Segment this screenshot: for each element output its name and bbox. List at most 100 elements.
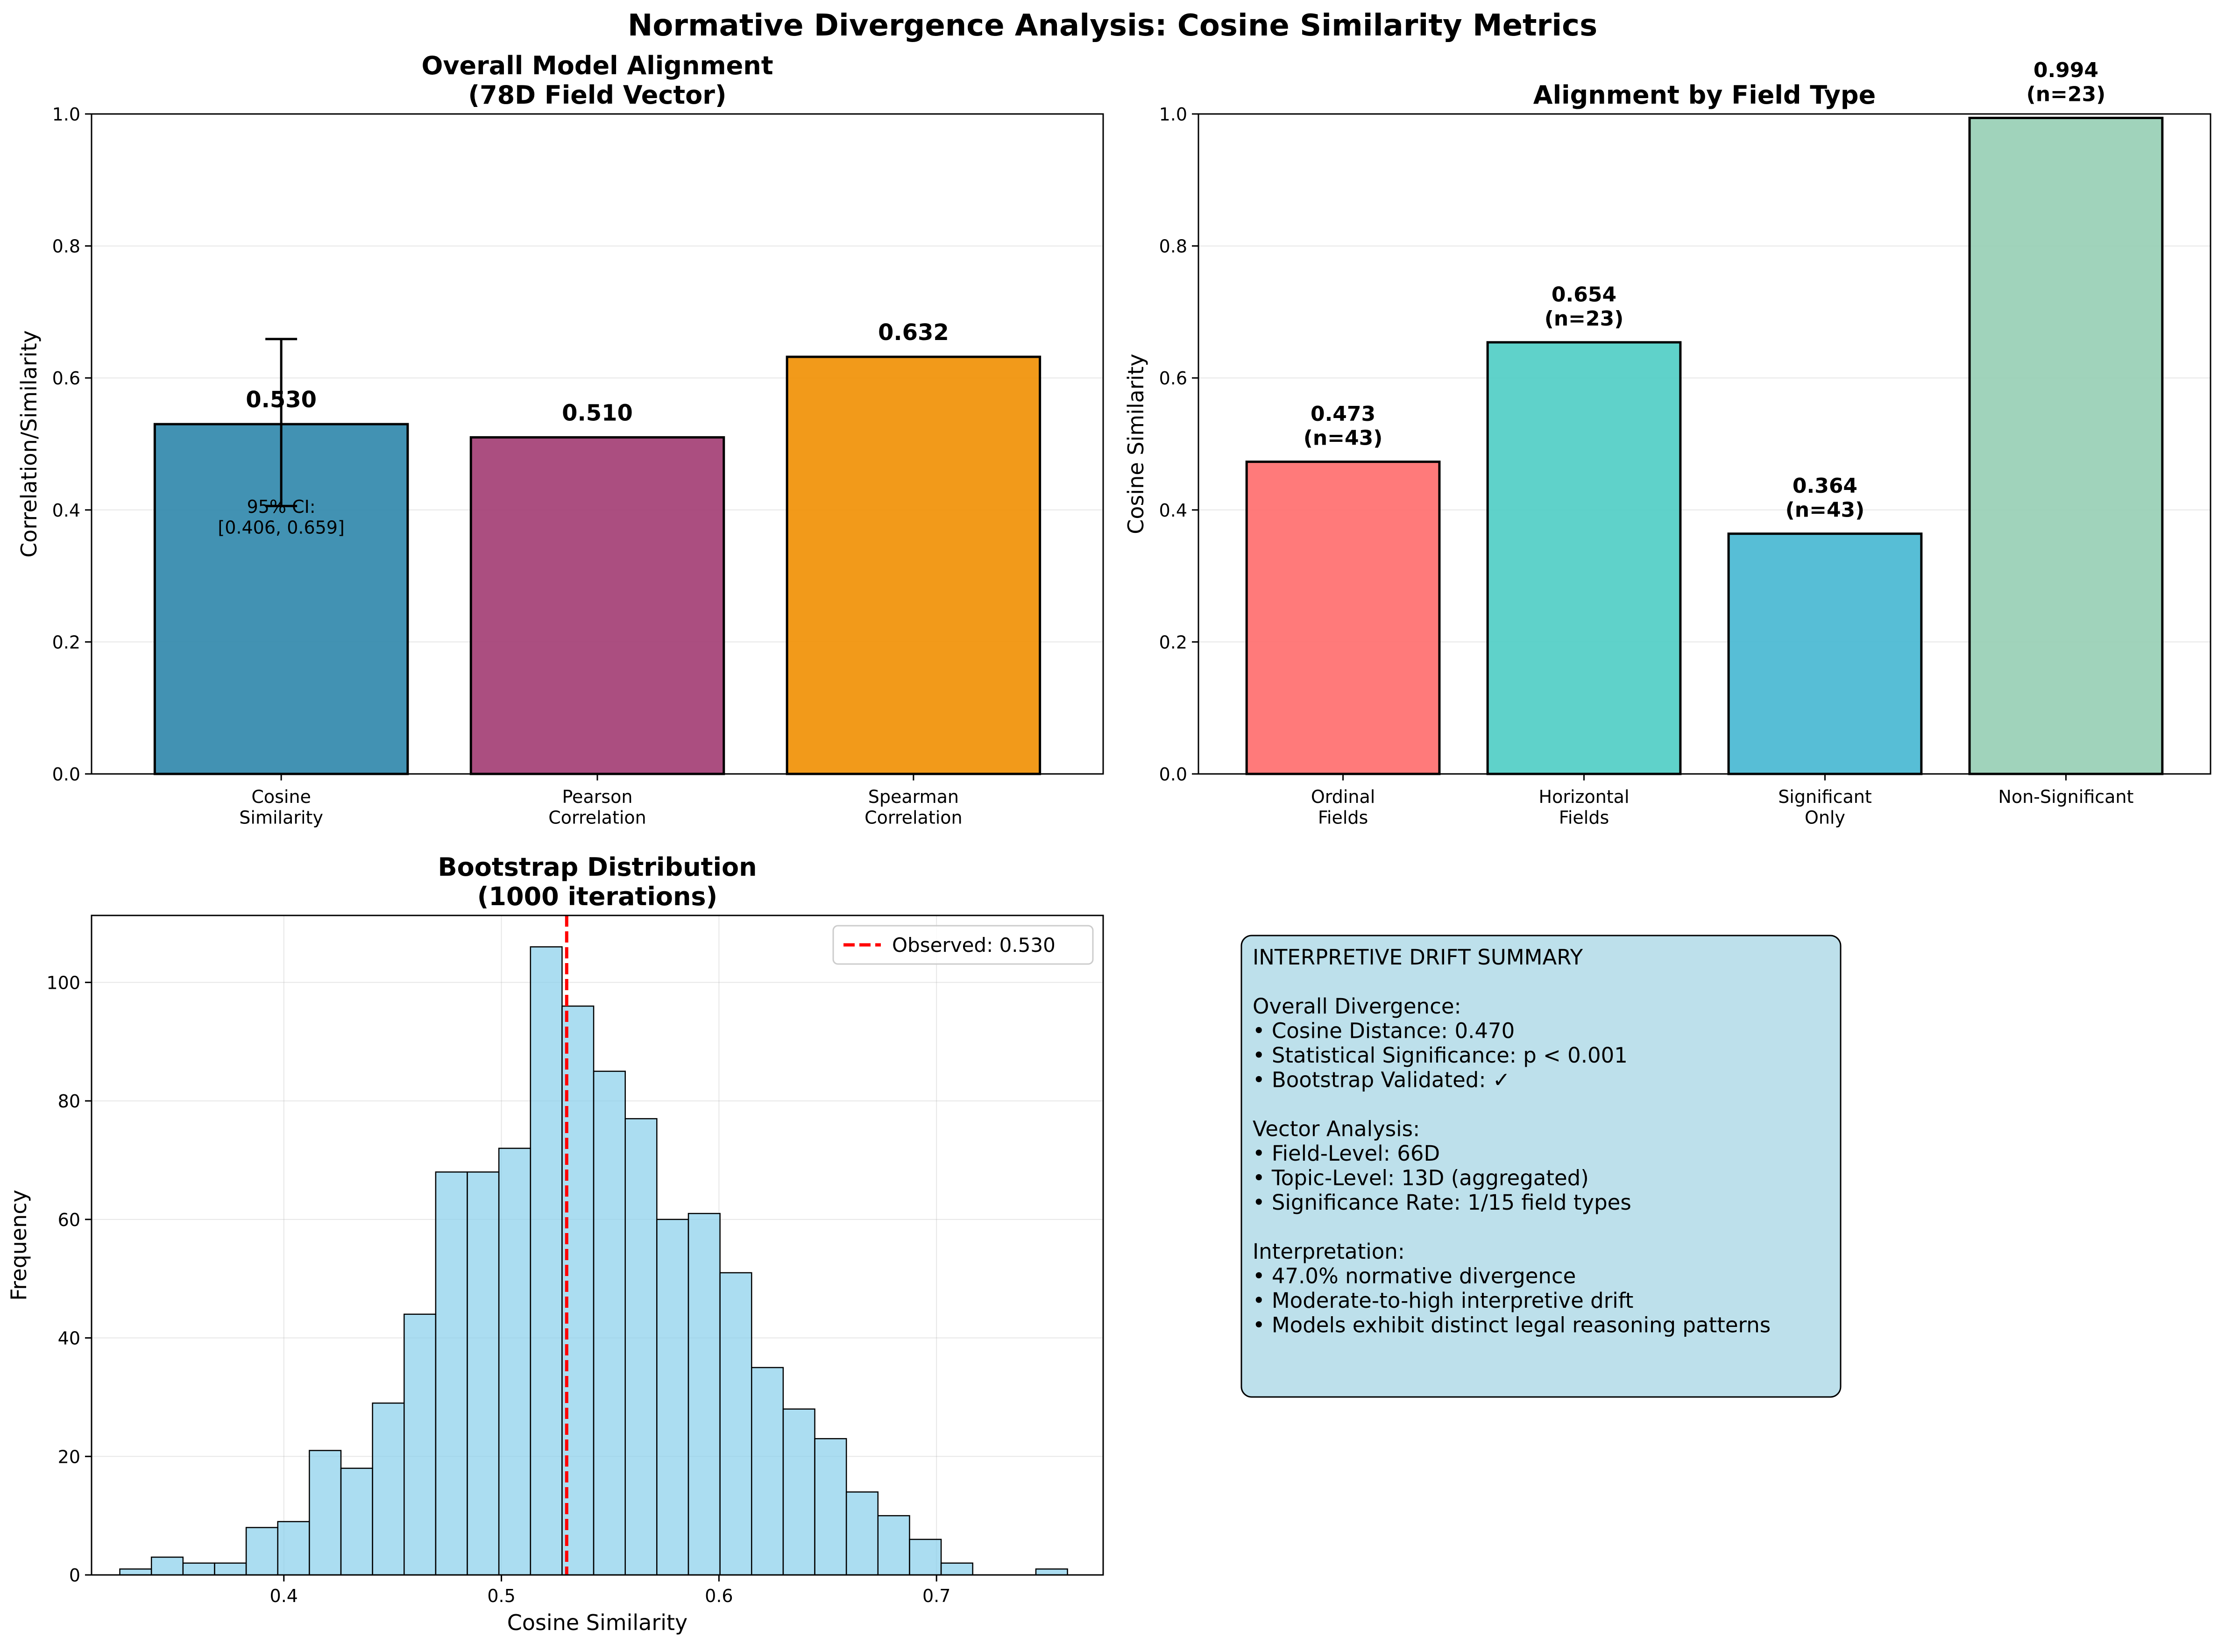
histogram-bin-8 [372, 1402, 405, 1576]
y-tick-label: 100 [46, 972, 80, 993]
bar-3 [1968, 116, 2164, 775]
y-tick-label: 0.2 [52, 632, 80, 652]
y-tick-label: 0.0 [52, 764, 80, 785]
summary-line: • Significance Rate: 1/15 field types [1253, 1190, 1631, 1215]
histogram-bin-18 [687, 1212, 721, 1576]
x-axis-label: Cosine Similarity [507, 1610, 688, 1635]
histogram-bin-25 [909, 1539, 942, 1576]
histogram-bin-7 [340, 1468, 373, 1576]
histogram-bin-17 [656, 1219, 689, 1576]
x-tick-label: Pearson Correlation [548, 787, 646, 828]
x-tick-label: Horizontal Fields [1539, 787, 1630, 828]
histogram-bin-15 [593, 1071, 626, 1576]
chart-bootstrap-distribution: 0 20 40 60 80 100 0.4 0.5 0.6 0.7 Cosine Similarit… [6, 852, 1104, 1635]
histogram-bin-19 [719, 1272, 752, 1576]
bar-value-label: 0.632 [878, 319, 949, 346]
y-tick-label: 0.4 [1159, 500, 1187, 521]
bar-value-label: 0.654 (n=23) [1545, 283, 1624, 330]
y-tick-label: 20 [58, 1446, 80, 1467]
y-axis-label: Correlation/Similarity [16, 330, 42, 558]
y-tick-label: 0.4 [52, 500, 80, 521]
summary-line: • 47.0% normative divergence [1253, 1264, 1576, 1289]
histogram-bin-9 [404, 1313, 437, 1576]
histogram-bin-0 [119, 1568, 152, 1576]
bar-value-label: 0.530 [246, 387, 317, 413]
interpretive-drift-summary: INTERPRETIVE DRIFT SUMMARY Overall Diverg… [1240, 935, 1842, 1398]
histogram-bin-10 [435, 1171, 468, 1576]
x-tick-label: 0.6 [705, 1586, 733, 1606]
histogram-bin-20 [751, 1367, 784, 1576]
y-tick-label: 0 [69, 1565, 80, 1586]
summary-line: • Cosine Distance: 0.470 [1253, 1019, 1515, 1043]
summary-line: Vector Analysis: [1253, 1117, 1420, 1142]
summary-line: • Bootstrap Validated: ✓ [1253, 1068, 1510, 1092]
summary-box [1240, 935, 1842, 1398]
x-tick-label: Cosine Similarity [239, 787, 323, 828]
x-tick-label: Significant Only [1778, 787, 1872, 828]
histogram-bin-3 [214, 1562, 247, 1576]
histogram-bin-5 [277, 1521, 310, 1576]
histogram-bin-29 [1035, 1568, 1068, 1576]
summary-line: Overall Divergence: [1253, 994, 1461, 1019]
histogram-bin-6 [309, 1450, 342, 1576]
y-tick-label: 0.0 [1159, 764, 1187, 785]
x-tick-label: Ordinal Fields [1311, 787, 1375, 828]
y-tick-label: 60 [58, 1210, 80, 1230]
axes-frame [1198, 113, 2211, 775]
histogram-bin-21 [782, 1408, 815, 1576]
x-tick-label: Spearman Correlation [864, 787, 963, 828]
chart-title: Alignment by Field Type [1533, 80, 1876, 110]
x-tick-label: 0.4 [270, 1586, 298, 1606]
figure-suptitle: Normative Divergence Analysis: Cosine Si… [628, 8, 1597, 43]
histogram-bin-24 [877, 1515, 910, 1576]
legend-label: Observed: 0.530 [892, 934, 1056, 957]
y-tick-label: 0.6 [1159, 368, 1187, 389]
bar-0 [1245, 461, 1441, 775]
histogram-bin-11 [467, 1171, 500, 1576]
y-tick-label: 80 [58, 1091, 80, 1112]
histogram-bin-23 [845, 1491, 879, 1576]
histogram-bin-16 [624, 1118, 658, 1576]
y-tick-label: 0.2 [1159, 632, 1187, 652]
bar-2 [786, 355, 1042, 775]
ci-annotation: 95% CI: [0.406, 0.659] [218, 496, 344, 538]
x-tick-label: Non-Significant [1998, 787, 2133, 807]
chart-title: Bootstrap Distribution (1000 iterations) [438, 852, 757, 911]
chart-title: Overall Model Alignment (78D Field Vector… [421, 51, 773, 110]
y-tick-label: 0.8 [52, 236, 80, 257]
summary-line: • Field-Level: 66D [1253, 1141, 1440, 1166]
bar-2 [1727, 532, 1923, 775]
y-tick-label: 1.0 [1159, 104, 1187, 125]
summary-line: INTERPRETIVE DRIFT SUMMARY [1253, 945, 1583, 970]
summary-line: • Models exhibit distinct legal reasonin… [1253, 1313, 1771, 1338]
summary-line: • Topic-Level: 13D (aggregated) [1253, 1166, 1589, 1191]
histogram-bin-1 [150, 1556, 184, 1576]
summary-line: • Statistical Significance: p < 0.001 [1253, 1043, 1628, 1068]
summary-line: Interpretation: [1253, 1239, 1405, 1264]
histogram-bin-12 [498, 1148, 531, 1576]
y-tick-label: 1.0 [52, 104, 80, 125]
y-axis-label: Cosine Similarity [1123, 354, 1148, 534]
summary-line: • Moderate-to-high interpretive drift [1253, 1288, 1633, 1313]
histogram-bin-13 [530, 946, 563, 1576]
histogram-bin-22 [814, 1438, 847, 1576]
x-tick-label: 0.5 [487, 1586, 515, 1606]
axes-frame [91, 915, 1104, 1576]
chart-alignment-by-field-type: 0.473 (n=43) 0.654 (n=23) 0.364 (n=43) 0.994 (n… [1123, 58, 2211, 828]
x-tick-label: 0.7 [922, 1586, 950, 1606]
bar-value-label: 0.364 (n=43) [1786, 474, 1865, 522]
histogram-bin-4 [245, 1527, 278, 1576]
bar-1 [1486, 341, 1682, 775]
y-tick-label: 0.8 [1159, 236, 1187, 257]
legend-box [832, 925, 1094, 965]
y-tick-label: 0.6 [52, 368, 80, 389]
chart-overall-alignment: 0.530 0.510 0.632 95% CI: [0.406, 0.659] 0.0 0… [16, 51, 1104, 828]
legend: Observed: 0.530 [832, 925, 1094, 965]
bar-1 [469, 436, 725, 775]
y-axis-label: Frequency [6, 1190, 31, 1301]
y-tick-label: 40 [58, 1328, 80, 1349]
bar-value-label: 0.473 (n=43) [1304, 402, 1383, 450]
histogram-bin-2 [182, 1562, 215, 1576]
bar-value-label: 0.994 (n=23) [2027, 58, 2106, 106]
